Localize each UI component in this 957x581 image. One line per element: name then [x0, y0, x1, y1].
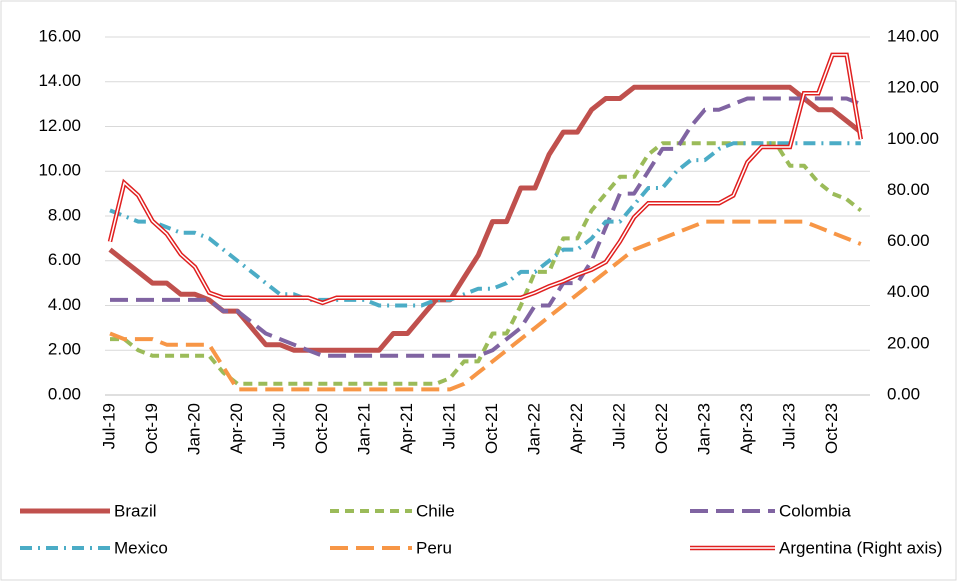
legend-label: Colombia	[779, 501, 851, 520]
x-tick-label: Jul-23	[779, 403, 798, 449]
legend-item: Mexico	[20, 538, 168, 557]
legend-label: Peru	[416, 538, 452, 557]
series-line	[110, 96, 862, 358]
series-line	[107, 52, 864, 306]
x-tick-label: Jul-22	[609, 403, 628, 449]
legend-label: Mexico	[114, 538, 168, 557]
x-tick-label: Jan-21	[354, 403, 373, 455]
y-tick-label: 16.00	[38, 26, 81, 45]
y-tick-label: 14.00	[38, 71, 81, 90]
y2-tick-label: 80.00	[887, 180, 930, 199]
y-tick-label: 2.00	[48, 340, 81, 359]
x-tick-label: Jan-23	[694, 403, 713, 455]
x-tick-label: Jul-21	[439, 403, 458, 449]
x-tick-label: Oct-23	[822, 403, 841, 454]
line-inner	[109, 54, 862, 304]
y-tick-label: 4.00	[48, 295, 81, 314]
legend-item: Peru	[330, 538, 452, 557]
legend-label: Argentina (Right axis)	[779, 538, 942, 557]
y-tick-label: 8.00	[48, 205, 81, 224]
y-tick-label: 0.00	[48, 384, 81, 403]
legend-item: Colombia	[690, 501, 851, 520]
x-tick-label: Jul-20	[269, 403, 288, 449]
legend-label: Chile	[416, 501, 455, 520]
y2-tick-label: 40.00	[887, 282, 930, 301]
x-tick-label: Apr-23	[737, 403, 756, 454]
x-tick-label: Apr-21	[397, 403, 416, 454]
y-tick-label: 6.00	[48, 250, 81, 269]
y2-tick-label: 20.00	[887, 333, 930, 352]
y-tick-label: 10.00	[38, 161, 81, 180]
x-tick-label: Apr-22	[567, 403, 586, 454]
legend-item: Brazil	[20, 501, 157, 520]
x-tick-label: Jan-22	[524, 403, 543, 455]
series-line	[109, 219, 862, 392]
legend-label: Brazil	[114, 501, 157, 520]
x-tick-label: Oct-21	[482, 403, 501, 454]
y-tick-label: 12.00	[38, 116, 81, 135]
series-line	[108, 84, 863, 353]
legend-item: Chile	[330, 501, 455, 520]
x-tick-label: Oct-20	[312, 403, 331, 454]
x-tick-label: Jan-20	[184, 403, 203, 455]
y2-tick-label: 100.00	[887, 129, 939, 148]
legend-item: Argentina (Right axis)	[690, 538, 942, 557]
y2-tick-label: 140.00	[887, 26, 939, 45]
x-tick-label: Oct-19	[142, 403, 161, 454]
x-tick-label: Oct-22	[652, 403, 671, 454]
y2-tick-label: 60.00	[887, 231, 930, 250]
series-line	[109, 141, 861, 308]
x-tick-label: Jul-19	[99, 403, 118, 449]
x-tick-label: Apr-20	[227, 403, 246, 454]
y2-tick-label: 120.00	[887, 78, 939, 97]
y2-tick-label: 0.00	[887, 384, 920, 403]
